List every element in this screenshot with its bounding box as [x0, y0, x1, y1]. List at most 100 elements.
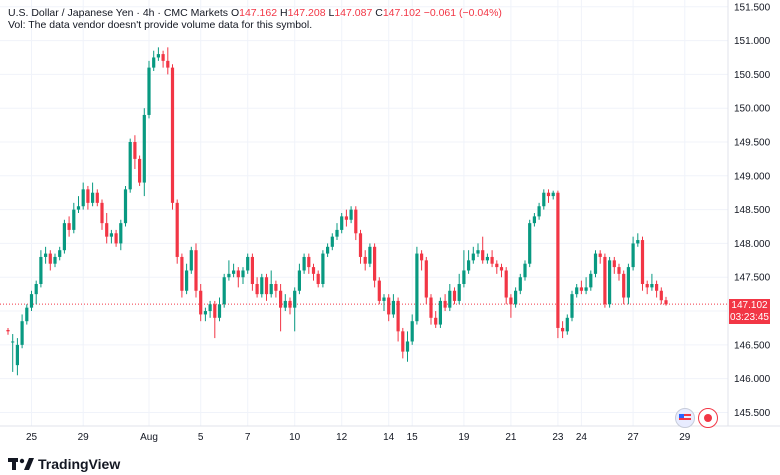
candle-body — [213, 304, 217, 318]
candle-body — [467, 260, 471, 271]
tradingview-logo[interactable]: TradingView — [8, 456, 120, 473]
open-label: O — [230, 7, 240, 19]
y-tick-label: 146.500 — [734, 340, 771, 351]
candle-body — [448, 290, 452, 308]
x-tick-label: 29 — [78, 432, 90, 443]
candle-body — [58, 250, 62, 257]
last-price-value: 147.102 — [731, 300, 768, 311]
candle-body — [608, 260, 612, 305]
x-tick-label: 10 — [289, 432, 301, 443]
y-tick-label: 151.000 — [734, 36, 771, 47]
candle-body — [81, 189, 85, 207]
candle-body — [349, 209, 353, 220]
candle-body — [575, 287, 579, 295]
candle-body — [100, 202, 104, 224]
candle-body — [133, 142, 137, 159]
candle-body — [142, 114, 146, 183]
candle-body — [462, 270, 466, 284]
candle-body — [62, 223, 66, 251]
candle-body — [208, 304, 212, 312]
candle-body — [476, 250, 480, 254]
candle-body — [481, 250, 485, 261]
candle-body — [152, 57, 156, 68]
candle-body — [307, 256, 311, 268]
candle-body — [222, 277, 226, 305]
candle-body — [283, 300, 287, 308]
candle-body — [514, 290, 518, 305]
candle-body — [255, 284, 259, 295]
candle-body — [138, 158, 142, 183]
candle-body — [321, 253, 325, 284]
candle-body — [269, 284, 273, 295]
candle-body — [556, 192, 560, 328]
y-tick-label: 150.000 — [734, 104, 771, 115]
high-value: 147.208 — [287, 7, 326, 19]
candle-body — [293, 290, 297, 308]
candle-body — [86, 189, 90, 203]
symbol-name[interactable]: U.S. Dollar / Japanese Yen · 4h · CMC Ma… — [8, 7, 229, 19]
x-tick-label: 19 — [458, 432, 470, 443]
low-value: 147.087 — [334, 7, 373, 19]
candle-body — [189, 250, 193, 271]
brand-name: TradingView — [38, 456, 121, 472]
candle-body — [232, 270, 236, 274]
candle-body — [551, 192, 555, 197]
candle-body — [523, 263, 527, 278]
candle-body — [250, 256, 254, 284]
candle-body — [655, 284, 659, 291]
x-tick-label: 24 — [576, 432, 588, 443]
candle-body — [264, 277, 269, 295]
candle-body — [584, 287, 588, 291]
bar-countdown: 03:23:45 — [730, 312, 769, 323]
candle-body — [443, 300, 447, 308]
candle-body — [405, 341, 410, 352]
candle-body — [297, 270, 301, 291]
candle-body — [354, 209, 358, 234]
candle-body — [335, 229, 339, 237]
candle-body — [119, 223, 123, 244]
candle-body — [570, 294, 574, 318]
candle-body — [326, 246, 330, 254]
x-tick-label: 25 — [26, 432, 38, 443]
candle-body — [429, 297, 433, 318]
candle-body — [246, 256, 250, 271]
candle-body — [227, 273, 231, 278]
candle-body — [274, 284, 278, 291]
candle-body — [11, 341, 15, 343]
candle-body — [410, 321, 414, 342]
candle-body — [438, 300, 442, 325]
candle-body — [95, 192, 99, 203]
x-tick-label: 15 — [407, 432, 419, 443]
candle-body — [377, 280, 381, 301]
candle-body — [645, 284, 649, 288]
volume-note: Vol: The data vendor doesn't provide vol… — [8, 19, 313, 31]
candle-body — [396, 300, 400, 332]
candle-body — [420, 253, 424, 261]
y-tick-label: 149.500 — [734, 138, 771, 149]
candle-body — [664, 300, 668, 305]
candle-body — [490, 256, 494, 264]
candle-body — [640, 240, 645, 284]
jp-flag-icon[interactable] — [698, 408, 718, 428]
candle-body — [15, 344, 19, 366]
candle-body — [241, 270, 245, 278]
candle-body — [316, 273, 320, 284]
candle-body — [518, 277, 522, 291]
candle-body — [358, 233, 363, 257]
candle-body — [279, 290, 283, 308]
candle-body — [344, 216, 348, 220]
x-tick-label: 21 — [505, 432, 517, 443]
candle-body — [650, 284, 654, 288]
y-tick-label: 150.500 — [734, 70, 771, 81]
candle-body — [382, 297, 386, 301]
candle-body — [236, 270, 240, 278]
y-tick-label: 148.000 — [734, 239, 771, 250]
candle-body — [6, 329, 10, 332]
open-value: 147.162 — [239, 7, 278, 19]
candle-body — [123, 189, 128, 224]
candle-body — [471, 253, 475, 261]
x-tick-label: 23 — [552, 432, 564, 443]
us-flag-icon[interactable] — [675, 408, 695, 428]
